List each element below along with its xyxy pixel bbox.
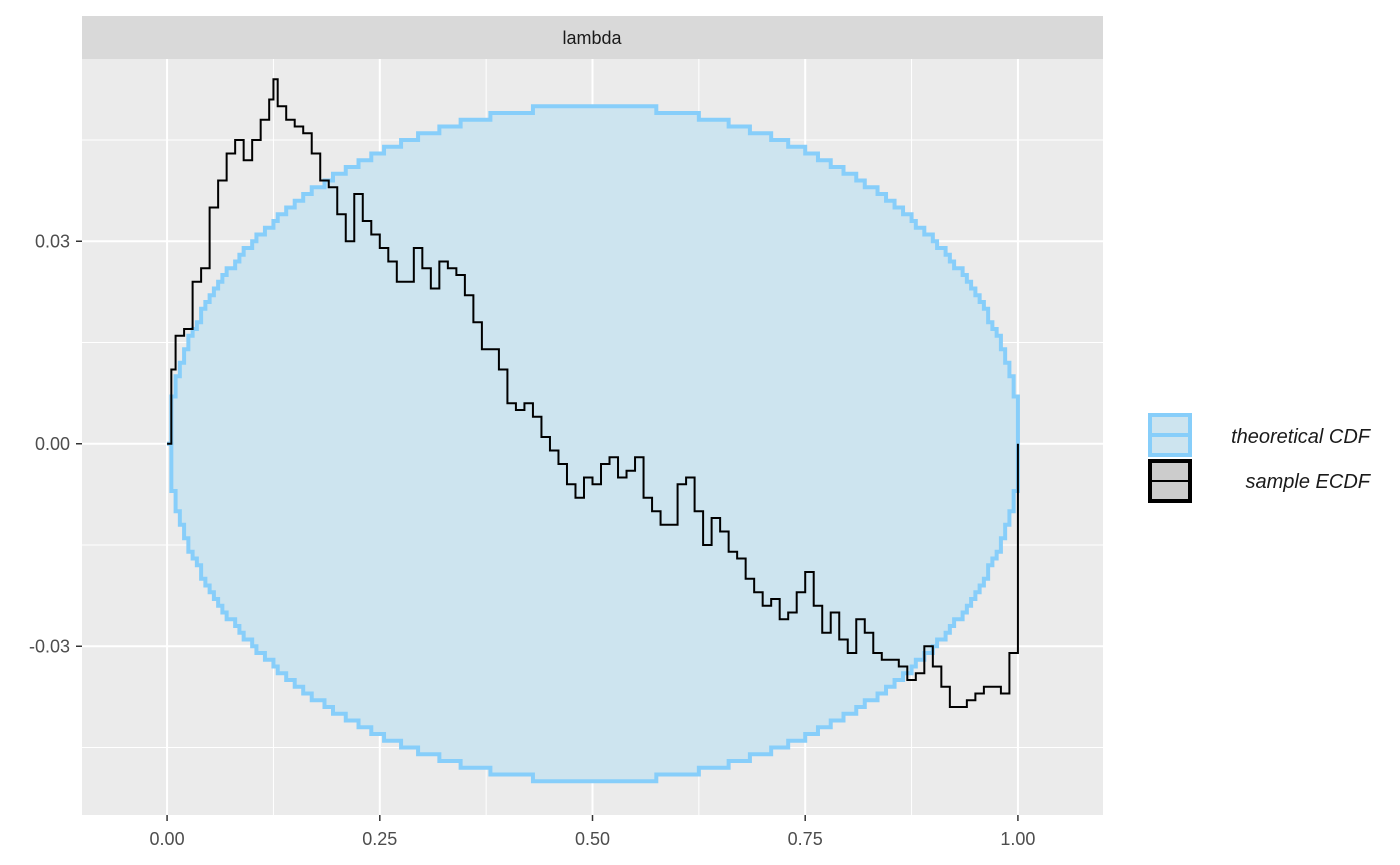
x-tick-label: 0.75 xyxy=(788,829,823,849)
sample-ecdf-line xyxy=(167,78,1019,708)
y-axis: -0.03 0.00 0.03 xyxy=(29,231,82,656)
facet-label: lambda xyxy=(562,28,622,48)
x-tick-label: 1.00 xyxy=(1000,829,1035,849)
legend-label-sample: sample ECDF xyxy=(1246,471,1372,493)
theoretical-cdf-lower-line xyxy=(167,441,1020,784)
theoretical-cdf-band xyxy=(167,106,1018,782)
legend-label-theoretical: theoretical CDF xyxy=(1231,426,1372,448)
x-tick-label: 0.00 xyxy=(150,829,185,849)
x-tick-label: 0.50 xyxy=(575,829,610,849)
y-tick-label: 0.03 xyxy=(35,231,70,251)
y-tick-label: -0.03 xyxy=(29,636,70,656)
y-tick-label: 0.00 xyxy=(35,434,70,454)
legend: theoretical CDF sample ECDF xyxy=(1148,413,1372,503)
x-tick-label: 0.25 xyxy=(362,829,397,849)
legend-item-sample: sample ECDF xyxy=(1148,459,1372,503)
x-axis: 0.00 0.25 0.50 0.75 1.00 xyxy=(150,815,1035,849)
facet-strip xyxy=(82,16,1103,59)
theoretical-cdf-upper-line xyxy=(167,104,1020,446)
legend-item-theoretical: theoretical CDF xyxy=(1148,413,1372,457)
